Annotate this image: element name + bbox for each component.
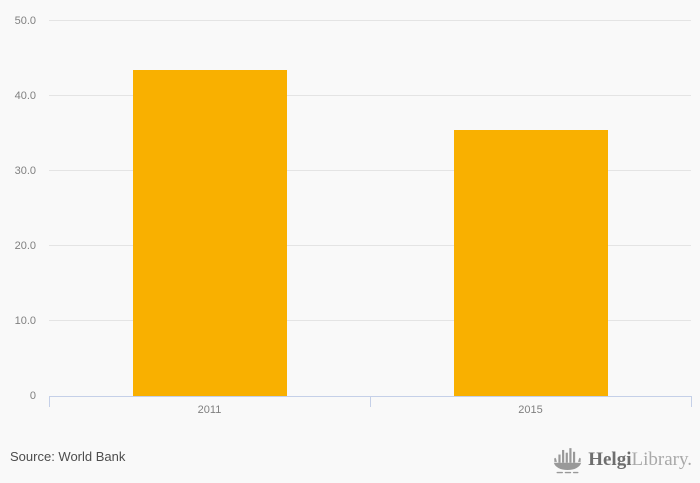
y-axis-tick-label: 10.0 bbox=[14, 315, 36, 327]
gridline bbox=[49, 245, 691, 246]
bar-2015 bbox=[453, 129, 608, 396]
logo-wordmark-helgi: Helgi bbox=[588, 449, 632, 470]
x-axis-category-label: 2011 bbox=[197, 404, 222, 416]
y-axis-tick-label: 20.0 bbox=[14, 240, 36, 252]
helgilibrary-logo: HelgiLibrary. bbox=[552, 444, 692, 476]
source-label: Source: World Bank bbox=[10, 449, 126, 464]
y-axis-tick-label: 40.0 bbox=[14, 90, 36, 102]
gridline bbox=[49, 20, 691, 21]
gridline bbox=[49, 170, 691, 171]
logo-wordmark: HelgiLibrary. bbox=[588, 444, 692, 476]
logo-wordmark-library: Library. bbox=[631, 449, 693, 470]
gridline bbox=[49, 95, 691, 96]
x-axis-tick bbox=[370, 396, 371, 407]
viking-ship-bar-chart-icon bbox=[552, 445, 588, 475]
y-axis-tick-label: 50.0 bbox=[14, 15, 36, 27]
x-axis-category-label: 2015 bbox=[518, 404, 543, 416]
bar-2011 bbox=[132, 69, 287, 396]
x-axis-tick bbox=[49, 396, 50, 407]
y-axis-tick-label: 0 bbox=[29, 390, 36, 402]
x-axis-tick bbox=[691, 396, 692, 407]
gridline bbox=[49, 320, 691, 321]
y-axis-tick-label: 30.0 bbox=[14, 165, 36, 177]
